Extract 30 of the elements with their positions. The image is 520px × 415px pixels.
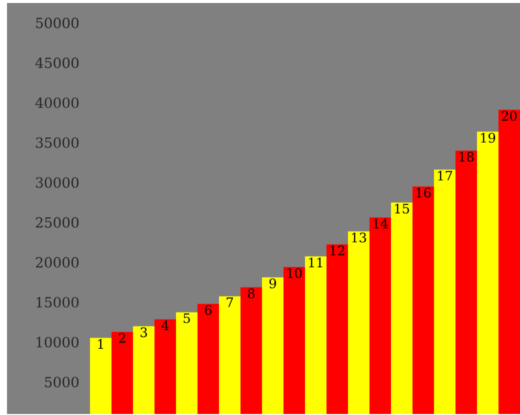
x-tick-label: 15: [395, 204, 410, 214]
y-tick-label: 45000: [35, 58, 79, 68]
x-tick-label: 1: [98, 339, 104, 349]
x-tick-label: 17: [438, 170, 452, 180]
x-tick-label: 19: [481, 132, 496, 143]
y-tick-label: 5000: [45, 376, 79, 388]
y-tick-label: 35000: [36, 137, 79, 148]
x-tick-label: 11: [309, 258, 322, 268]
y-tick-label: 40000: [35, 97, 79, 108]
x-tick-label: 9: [269, 278, 276, 288]
x-tick-label: 14: [374, 218, 388, 228]
x-tick-label: 6: [204, 305, 212, 315]
x-tick-label: 20: [502, 110, 517, 121]
x-tick-label: 2: [119, 333, 126, 343]
y-tick-label: 50000: [36, 18, 79, 28]
y-tick-label: 15000: [36, 296, 79, 308]
x-tick-label: 16: [416, 188, 431, 198]
y-tick-label: 30000: [36, 177, 79, 188]
x-tick-label: 4: [162, 320, 169, 330]
y-tick-label: 25000: [36, 217, 79, 228]
x-tick-label: 3: [140, 327, 147, 338]
x-tick-label: 18: [460, 152, 474, 162]
x-tick-label: 12: [330, 246, 344, 256]
y-tick-label: 20000: [36, 257, 79, 268]
x-tick-label: 10: [288, 268, 302, 278]
y-tick-label: 10000: [36, 336, 79, 348]
x-tick-label: 7: [226, 297, 233, 307]
x-tick-label: 13: [352, 232, 366, 242]
x-tick-label: 5: [184, 313, 190, 324]
x-tick-label: 8: [248, 288, 255, 298]
